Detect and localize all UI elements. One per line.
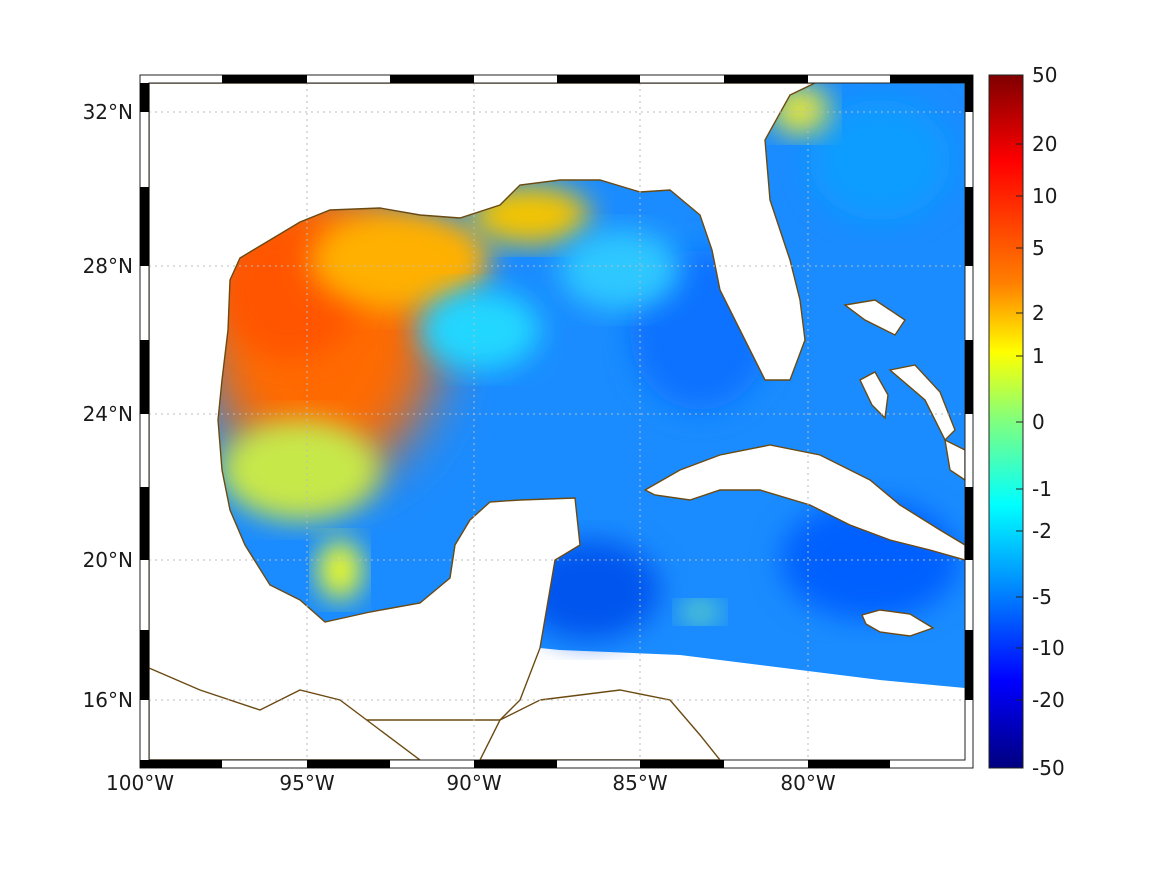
y-tick-24n: 24°N <box>83 402 133 426</box>
colorbar-tick-label: 50 <box>1032 63 1057 87</box>
y-tick-32n: 32°N <box>83 100 133 124</box>
y-tick-28n: 28°N <box>83 254 133 278</box>
grid <box>149 83 965 760</box>
y-tick-16n: 16°N <box>83 688 133 712</box>
colorbar-tick-label: 2 <box>1032 301 1045 325</box>
x-tick-85w: 85°W <box>612 771 667 795</box>
colorbar-tick-label: 1 <box>1032 344 1045 368</box>
jamaica <box>861 609 935 637</box>
x-tick-90w: 90°W <box>446 771 501 795</box>
colorbar-tick-label: 0 <box>1032 410 1045 434</box>
colorbar-tick-label: 20 <box>1032 132 1057 156</box>
colorbar-tick-label: -2 <box>1032 519 1052 543</box>
cuba <box>643 444 965 561</box>
x-tick-95w: 95°W <box>279 771 334 795</box>
colorbar-tick-label: 5 <box>1032 236 1045 260</box>
colorbar-tick-label: -5 <box>1032 585 1052 609</box>
x-tick-80w: 80°W <box>780 771 835 795</box>
land <box>149 83 965 760</box>
map-frame <box>139 74 974 769</box>
colorbar-tick-label: -1 <box>1032 477 1052 501</box>
colorbar-tick-label: -10 <box>1032 636 1065 660</box>
x-tick-100w: 100°W <box>106 771 174 795</box>
x-axis-ticks: 100°W 95°W 90°W 85°W 80°W <box>106 771 836 795</box>
colorbar-tick-label: 10 <box>1032 184 1057 208</box>
north-america-coast <box>149 83 816 721</box>
ocean-field <box>200 83 965 688</box>
colorbar-tick-label: -20 <box>1032 688 1065 712</box>
colorbar-tick-label: -50 <box>1032 756 1065 780</box>
y-axis-ticks: 32°N 28°N 24°N 20°N 16°N <box>83 100 133 712</box>
y-tick-20n: 20°N <box>83 548 133 572</box>
